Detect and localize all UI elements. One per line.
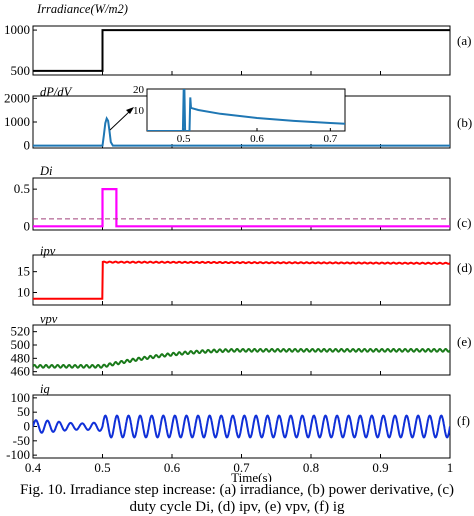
y-tick-label: -50 xyxy=(13,433,30,448)
inset-series-line xyxy=(147,89,345,131)
inset: 10 20 0.5 0.6 0.7 xyxy=(109,84,346,145)
y-tick-label: 1000 xyxy=(4,22,30,37)
series-line xyxy=(33,116,450,147)
x-tick-label: 0.9 xyxy=(372,460,388,475)
y-axis-label: Di xyxy=(39,164,53,178)
y-tick-label: 0 xyxy=(24,138,31,153)
x-tick-label: 0.6 xyxy=(164,460,181,475)
y-tick-label: 500 xyxy=(11,337,31,352)
x-tick-label: 0.4 xyxy=(25,460,42,475)
inset-y-tick-label: 20 xyxy=(133,84,145,96)
panel-a: 500 1000 Irradiance(W/m2) (a) xyxy=(4,2,471,78)
y-tick-label: 2000 xyxy=(4,90,30,105)
x-tick-label: 0.7 xyxy=(233,460,250,475)
y-tick-label: 480 xyxy=(11,350,31,365)
figure-caption-line2: duty cycle Di, (d) ipv, (e) vpv, (f) ig xyxy=(129,499,345,515)
y-tick-label: 0 xyxy=(24,419,31,434)
y-tick-label: -100 xyxy=(6,447,30,462)
y-tick-label: 460 xyxy=(11,364,31,379)
inset-x-tick-label: 0.5 xyxy=(177,133,191,145)
inset-frame xyxy=(146,88,346,132)
y-tick-label: 1000 xyxy=(4,114,30,129)
inset-arrow xyxy=(109,110,131,131)
y-tick-label: 500 xyxy=(11,63,31,78)
panel-label: (a) xyxy=(457,33,471,48)
figure-caption-line1: Fig. 10. Irradiance step increase: (a) i… xyxy=(20,482,454,498)
y-tick-label: 0 xyxy=(24,218,31,233)
series-line xyxy=(33,260,450,300)
x-tick-label: 0.8 xyxy=(303,460,319,475)
y-axis-label: ig xyxy=(40,382,50,396)
x-tick-label: 0.5 xyxy=(94,460,110,475)
y-axis-label: ipv xyxy=(40,244,56,258)
plot-frame xyxy=(32,25,451,76)
y-tick-label: 520 xyxy=(11,324,31,339)
panel-label: (c) xyxy=(457,215,471,230)
y-axis-label: dP/dV xyxy=(40,85,73,99)
y-tick-label: 15 xyxy=(17,264,30,279)
panel-label: (b) xyxy=(457,115,472,130)
panel-b: 0 1000 2000 dP/dV (b) 10 20 0.5 0.6 0.7 xyxy=(4,84,472,153)
inset-x-tick-label: 0.6 xyxy=(250,133,264,145)
series-line xyxy=(33,29,450,72)
x-tick-label: 1 xyxy=(447,460,454,475)
x-axis-label: Time(s) xyxy=(231,470,272,482)
panel-label: (e) xyxy=(457,334,471,349)
panel-d: 10 15 ipv (d) xyxy=(17,244,472,306)
y-tick-label: 100 xyxy=(11,390,31,405)
inset-x-tick-label: 0.7 xyxy=(323,133,337,145)
series-line xyxy=(33,347,450,369)
inset-y-tick-label: 10 xyxy=(133,105,145,117)
y-tick-label: 0.5 xyxy=(14,181,30,196)
inset-arrowhead xyxy=(126,107,134,114)
series-line xyxy=(33,188,450,228)
y-axis-label: Irradiance(W/m2) xyxy=(36,2,128,16)
plot-frame xyxy=(32,177,451,231)
panel-label: (f) xyxy=(457,413,470,428)
panel-label: (d) xyxy=(457,260,472,275)
y-axis-label: vpv xyxy=(40,312,58,326)
series-line xyxy=(33,414,450,439)
y-tick-label: 50 xyxy=(17,404,30,419)
y-tick-label: 10 xyxy=(17,285,30,300)
panel-c: 0 0.5 Di (c) xyxy=(14,164,472,233)
